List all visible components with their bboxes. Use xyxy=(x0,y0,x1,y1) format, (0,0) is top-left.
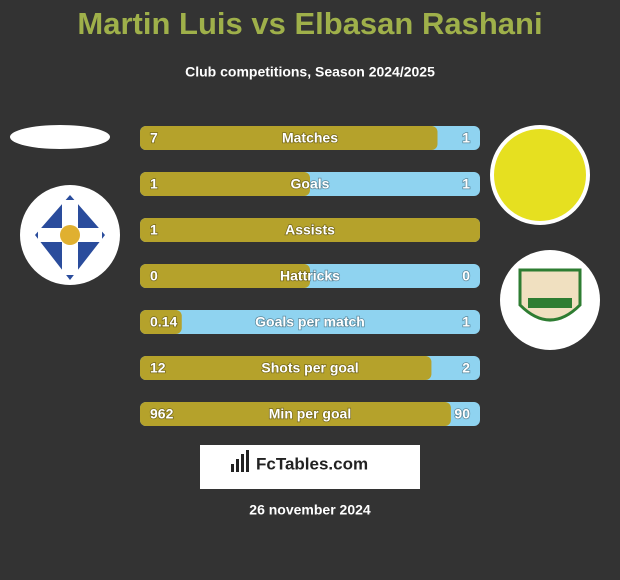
stat-label: Min per goal xyxy=(269,406,351,422)
stat-label: Shots per goal xyxy=(261,360,358,376)
bar-left xyxy=(140,172,310,196)
right-value: 90 xyxy=(454,406,470,422)
right-value: 2 xyxy=(462,360,470,376)
left-value: 7 xyxy=(150,130,158,146)
right-player-shirt xyxy=(494,129,586,221)
stat-label: Assists xyxy=(285,222,335,238)
stat-rows: Matches 7 1 Goals 1 1 Assists 1 Hattricks 0 0 Goals… xyxy=(140,126,480,426)
left-value: 0 xyxy=(150,268,158,284)
stat-label: Goals xyxy=(291,176,330,192)
bar-left xyxy=(140,218,480,242)
stat-label: Goals per match xyxy=(255,314,365,330)
bar-left xyxy=(140,310,182,334)
icon-bar xyxy=(246,450,249,472)
right-value: 1 xyxy=(462,314,470,330)
bar-left xyxy=(140,356,432,380)
right-value: 1 xyxy=(462,176,470,192)
brand-icon xyxy=(231,450,249,472)
left-value: 962 xyxy=(150,406,174,422)
date: 26 november 2024 xyxy=(249,502,371,518)
bar-left xyxy=(140,402,451,426)
stat-label: Matches xyxy=(282,130,338,146)
right-value: 1 xyxy=(462,130,470,146)
icon-bar xyxy=(241,454,244,472)
right-value: 0 xyxy=(462,268,470,284)
left-logo-crest xyxy=(60,225,80,245)
subtitle: Club competitions, Season 2024/2025 xyxy=(185,64,435,80)
bar-left xyxy=(140,264,310,288)
left-player-placeholder xyxy=(10,125,110,149)
title: Martin Luis vs Elbasan Rashani xyxy=(77,6,542,41)
left-value: 12 xyxy=(150,360,166,376)
stat-label: Hattricks xyxy=(280,268,340,284)
right-logo-shield xyxy=(518,268,582,322)
bar-left xyxy=(140,126,438,150)
left-value: 1 xyxy=(150,222,158,238)
bar-right xyxy=(140,310,480,334)
right-logo-band xyxy=(528,298,572,308)
icon-bar xyxy=(231,464,234,472)
brand: FcTables.com xyxy=(256,454,368,473)
icon-bar xyxy=(236,459,239,472)
left-value: 0.14 xyxy=(150,314,177,330)
left-value: 1 xyxy=(150,176,158,192)
